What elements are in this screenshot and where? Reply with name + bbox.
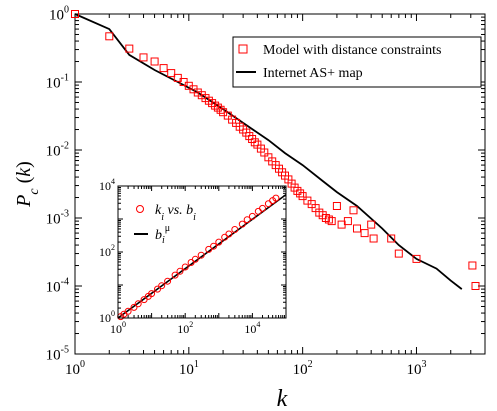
y-tick-label: 100 xyxy=(49,4,69,23)
x-tick-label: 102 xyxy=(177,320,193,336)
inset-plot: 100 102 104 100 102 104 xyxy=(99,177,287,336)
data-point-ki-vs-bi xyxy=(215,238,223,246)
data-point-ki-vs-bi xyxy=(171,271,179,279)
data-point-model xyxy=(105,32,114,41)
data-point-model xyxy=(367,220,376,229)
y-tick-label: 10-5 xyxy=(46,344,69,363)
data-point-ki-vs-bi xyxy=(197,251,205,259)
data-point-ki-vs-bi xyxy=(176,267,184,275)
data-point-model xyxy=(245,132,254,141)
inset-legend: ki vs. bi biμ xyxy=(134,203,196,246)
data-point-model xyxy=(298,192,307,201)
data-point-ki-vs-bi xyxy=(164,277,172,285)
data-point-ki-vs-bi xyxy=(238,220,246,228)
main-ticks xyxy=(74,13,486,355)
data-point-model xyxy=(412,254,421,263)
data-point-model xyxy=(216,105,225,114)
x-tick-label: 104 xyxy=(244,320,260,336)
y-axis-label: Pc (k) xyxy=(13,161,42,208)
inset-legend-marker-circle xyxy=(136,205,144,213)
data-point-ki-vs-bi xyxy=(124,307,132,315)
data-point-ki-vs-bi xyxy=(243,216,251,224)
y-tick-label: 10-4 xyxy=(46,276,69,295)
data-point-model xyxy=(296,189,305,198)
data-point-model xyxy=(159,64,168,73)
data-point-model xyxy=(150,57,159,66)
data-point-model xyxy=(167,69,176,78)
data-point-ki-vs-bi xyxy=(210,242,218,250)
x-tick-label: 101 xyxy=(179,359,199,378)
data-point-model xyxy=(139,53,148,62)
data-point-ki-vs-bi xyxy=(231,226,239,233)
y-tick-label: 10-1 xyxy=(46,72,69,91)
inset-tick-labels: 100 102 104 100 102 104 xyxy=(99,177,260,336)
y-tick-label: 102 xyxy=(99,243,115,259)
data-point-model xyxy=(353,224,361,233)
data-point-ki-vs-bi xyxy=(158,282,166,290)
inset-legend-label-bi-mu: biμ xyxy=(155,223,170,246)
data-point-ki-vs-bi xyxy=(191,255,199,263)
x-tick-label: 100 xyxy=(110,320,126,336)
data-point-model xyxy=(250,138,259,147)
data-point-model xyxy=(173,73,182,82)
y-tick-label: 10-2 xyxy=(46,140,69,159)
data-point-ki-vs-bi xyxy=(225,230,233,238)
data-point-model xyxy=(468,261,477,270)
data-point-ki-vs-bi xyxy=(134,300,142,308)
inset-series xyxy=(117,193,287,321)
data-point-model xyxy=(71,10,79,18)
main-series xyxy=(71,10,480,290)
x-axis-label: k xyxy=(277,386,288,411)
data-point-model xyxy=(349,206,358,215)
inset-ticks xyxy=(117,185,287,319)
data-point-ki-vs-bi xyxy=(272,194,280,202)
data-point-model xyxy=(332,202,341,210)
x-tick-label: 103 xyxy=(406,359,426,378)
data-point-ki-vs-bi xyxy=(148,290,156,298)
legend-label-internet: Internet AS+ map xyxy=(263,66,363,81)
legend-label-model: Model with distance constraints xyxy=(263,43,441,58)
data-point-ki-vs-bi xyxy=(130,303,138,311)
y-tick-label: 10-3 xyxy=(46,208,69,227)
data-point-ki-vs-bi xyxy=(154,285,161,293)
x-tick-label: 100 xyxy=(65,359,85,378)
y-tick-label: 104 xyxy=(99,177,115,193)
inset-legend-label-ki-vs-bi: ki vs. bi xyxy=(155,203,196,223)
data-point-model xyxy=(471,282,480,290)
data-point-model xyxy=(213,103,222,112)
data-point-ki-vs-bi xyxy=(205,245,213,253)
main-plot: 100 101 102 103 10-5 10-4 10-3 10-2 10-1 100 k Pc… xyxy=(13,4,486,411)
y-tick-label: 100 xyxy=(99,309,115,325)
main-legend-box xyxy=(232,36,482,88)
data-point-ki-vs-bi xyxy=(259,204,266,212)
data-point-model xyxy=(360,229,369,238)
data-point-ki-vs-bi xyxy=(248,212,256,220)
data-point-model xyxy=(324,215,333,224)
main-tick-labels: 100 101 102 103 10-5 10-4 10-3 10-2 10-1 100 xyxy=(46,4,427,378)
data-point-model xyxy=(387,234,396,243)
data-point-model xyxy=(211,101,220,110)
data-point-model xyxy=(369,234,378,243)
data-point-model xyxy=(125,44,134,53)
data-point-model xyxy=(293,186,302,195)
series-line-internet-as-map xyxy=(74,13,463,290)
main-legend: Model with distance constraints Internet… xyxy=(232,36,482,88)
x-tick-label: 102 xyxy=(293,359,313,378)
legend-marker-model xyxy=(238,44,248,54)
data-point-model xyxy=(260,148,269,157)
data-point-model xyxy=(343,217,352,226)
main-plot-frame xyxy=(74,13,486,355)
data-point-ki-vs-bi xyxy=(181,263,189,271)
data-point-model xyxy=(327,217,336,226)
data-point-model xyxy=(394,249,403,258)
